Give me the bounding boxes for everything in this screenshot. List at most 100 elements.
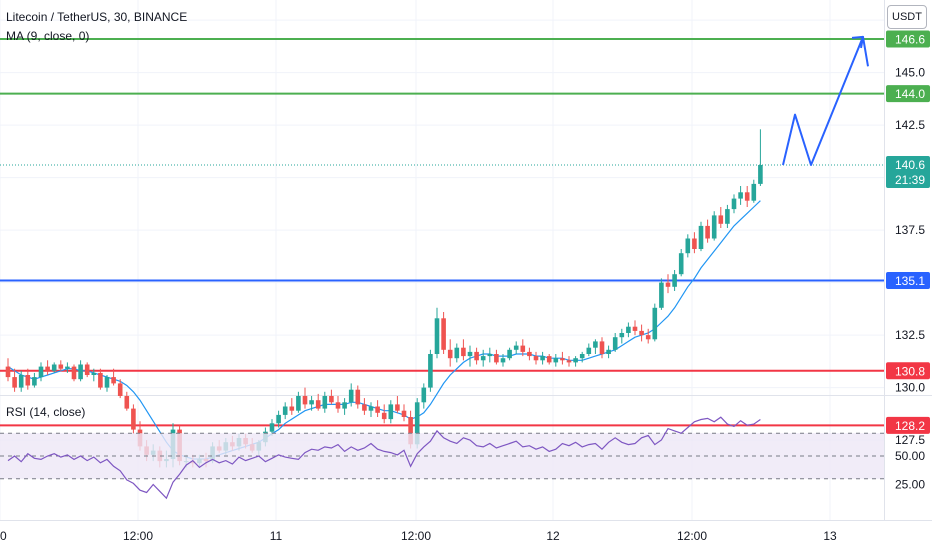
candle-body xyxy=(117,383,123,396)
candle xyxy=(678,249,684,277)
y-tick-label: 137.5 xyxy=(895,223,925,237)
candle xyxy=(645,328,651,344)
candle-body xyxy=(32,377,37,386)
price-label-box xyxy=(886,30,930,48)
price-label-box xyxy=(886,416,930,434)
candle xyxy=(98,368,103,390)
x-tick-label: 12:00 xyxy=(677,529,707,543)
candle xyxy=(131,404,136,434)
candle-body xyxy=(342,402,347,409)
candle-body xyxy=(533,356,539,361)
candle xyxy=(315,393,321,411)
candle-body xyxy=(480,356,486,361)
candle xyxy=(619,328,625,344)
candle xyxy=(302,387,308,409)
price-label-green: 146.6 xyxy=(886,30,930,48)
candle xyxy=(632,320,638,336)
currency-button[interactable]: USDT xyxy=(887,5,927,29)
candles xyxy=(5,129,763,468)
candle-body xyxy=(315,400,321,409)
price-axis[interactable]: 127.5130.0132.5135.0137.5140.0142.5145.0… xyxy=(886,13,930,492)
candle-body xyxy=(447,349,453,359)
candle-body xyxy=(678,253,684,275)
candle xyxy=(117,379,123,399)
time-axis[interactable]: 10 12:00 11 12:00 12 12:00 13 xyxy=(0,529,837,543)
candle-body xyxy=(546,356,552,363)
candle-body xyxy=(758,165,763,184)
candle xyxy=(276,410,281,428)
y-tick-label: 142.5 xyxy=(895,118,925,132)
candle-body xyxy=(586,347,592,354)
candle xyxy=(507,347,512,361)
candle-body xyxy=(421,387,427,403)
candle-body xyxy=(474,351,479,361)
candle xyxy=(91,368,97,382)
candle-body xyxy=(520,345,526,352)
candle xyxy=(454,343,460,363)
candle xyxy=(355,385,361,409)
projection-arrow[interactable] xyxy=(782,35,869,166)
rsi-layer xyxy=(0,416,884,500)
price-label-text: 130.8 xyxy=(895,364,925,378)
candle xyxy=(527,347,532,361)
rsi-tick-label: 25.00 xyxy=(895,478,925,492)
candle xyxy=(421,383,427,409)
candle-body xyxy=(434,318,440,354)
candle xyxy=(606,345,611,359)
horizontal-levels[interactable] xyxy=(0,38,884,427)
candle xyxy=(553,354,559,367)
candle-body xyxy=(626,326,631,333)
price-label-text: 140.6 xyxy=(895,158,925,172)
candle-body xyxy=(388,404,394,420)
rsi-legend: RSI (14, close) xyxy=(6,405,86,419)
candle-body xyxy=(738,192,743,199)
candle xyxy=(282,402,288,420)
candle-body xyxy=(593,341,598,348)
price-label-text: 146.6 xyxy=(895,33,925,47)
candle-body xyxy=(65,366,70,369)
candle xyxy=(395,396,400,413)
price-label-box xyxy=(886,362,930,380)
candle-body xyxy=(500,358,506,363)
candle-body xyxy=(718,215,724,224)
ma-legend: MA (9, close, 0) xyxy=(6,29,90,43)
candle xyxy=(381,404,387,424)
candle-body xyxy=(78,364,83,380)
candle xyxy=(335,396,341,413)
candle xyxy=(692,232,697,254)
candle-body xyxy=(355,389,361,405)
candle xyxy=(751,179,757,203)
y-tick-label: 145.0 xyxy=(895,66,925,80)
candle xyxy=(12,368,17,392)
candle xyxy=(368,402,374,417)
candle-body xyxy=(408,417,413,445)
candle-body xyxy=(131,408,136,430)
price-label-current: 140.621:39 xyxy=(886,156,930,188)
candle-body xyxy=(282,406,288,415)
y-tick-label: 132.5 xyxy=(895,328,925,342)
candle xyxy=(401,404,407,422)
candle-body xyxy=(606,349,611,354)
candle xyxy=(540,351,545,365)
candle-body xyxy=(507,349,512,359)
candle xyxy=(665,274,671,294)
candle xyxy=(329,389,334,405)
candle-body xyxy=(632,326,638,331)
candle xyxy=(71,364,77,382)
price-label-red: 130.8 xyxy=(886,362,930,380)
candle-body xyxy=(487,354,493,357)
candle-body xyxy=(672,274,677,287)
candle-body xyxy=(744,192,750,201)
price-label-text: 135.1 xyxy=(895,274,925,288)
price-label-box xyxy=(886,85,930,103)
candle xyxy=(428,349,433,392)
candle xyxy=(599,337,605,359)
candle-body xyxy=(619,333,625,338)
projection-path xyxy=(782,35,869,166)
candle xyxy=(579,351,585,363)
candle xyxy=(560,351,565,365)
candle-body xyxy=(111,377,116,384)
candle xyxy=(513,341,519,354)
candle xyxy=(111,368,116,386)
